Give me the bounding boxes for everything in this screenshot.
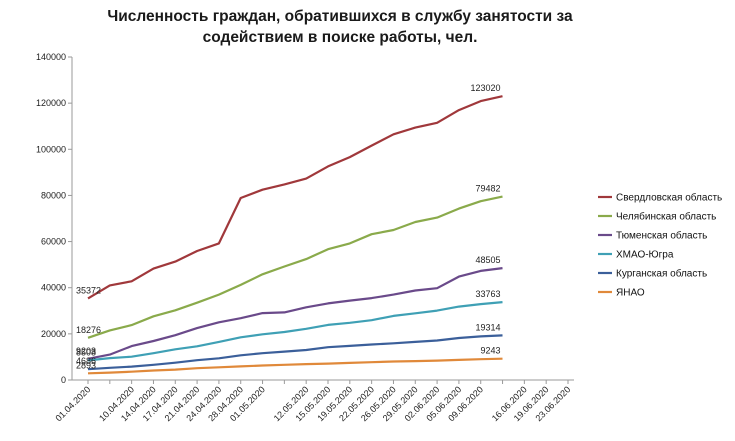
y-axis-ticks: 0 20000 40000 60000 80000 100000 120000 140000 [36,52,72,385]
y-tick-label: 80000 [41,190,66,200]
data-label: 18276 [76,325,101,335]
data-label: 9243 [481,346,501,356]
series-line-3 [87,267,503,360]
data-label: 79482 [476,184,501,194]
legend-item-label: ЯНАО [616,288,645,299]
legend-item-label: Челябинская область [616,211,716,223]
y-tick-label: 120000 [36,98,66,108]
data-label: 9203 [76,346,96,356]
x-axis-ticks: 01.04.2020 10.04.202014.04.202017.04.2020… [53,380,572,423]
data-label: 8508 [76,347,96,357]
series-line-1 [87,95,503,300]
series-line-6 [87,357,503,375]
legend-item-label: Курганская область [616,268,707,280]
y-tick-label: 40000 [41,283,66,293]
y-tick-label: 60000 [41,237,66,247]
series-line-2 [87,195,503,339]
y-tick-label: 140000 [36,52,66,62]
legend-item-label: Свердловская область [616,192,722,204]
data-label: 4686 [76,356,96,366]
series-line-5 [87,334,503,371]
data-label: 48505 [476,255,501,265]
data-label: 33763 [476,289,501,299]
legend-item-label: Тюменская область [616,230,707,242]
x-tick-label: 01.04.2020 [53,384,92,423]
data-label: 123020 [470,83,500,93]
data-label: 19314 [476,322,501,332]
series-line-4 [87,301,503,362]
series-lines [87,95,503,375]
y-tick-label: 100000 [36,144,66,154]
legend-item-label: ХМАО-Югра [616,250,674,261]
data-label: 35372 [76,285,101,295]
y-tick-label: 20000 [41,329,66,339]
axes [71,57,574,381]
data-labels: 35372 123020 18276 79482 9203 48505 8508 33763 4… [76,83,501,370]
chart-title: Численность граждан, обратившихся в служ… [107,8,573,46]
y-tick-label: 0 [61,375,66,385]
data-label: 2893 [76,360,96,370]
legend: Свердловская область Челябинская область Т… [598,192,722,299]
